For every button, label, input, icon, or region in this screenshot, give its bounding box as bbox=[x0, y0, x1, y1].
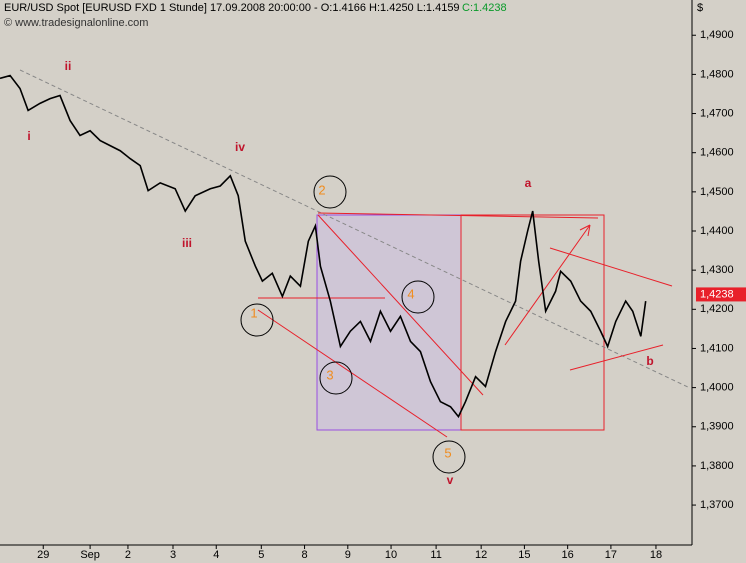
y-tick-label: 1,4800 bbox=[700, 68, 734, 80]
circle bbox=[401, 280, 435, 314]
price-line bbox=[0, 74, 647, 419]
x-tick-label: 3 bbox=[170, 549, 176, 561]
circle bbox=[319, 361, 353, 395]
y-tick-label: 1,4600 bbox=[700, 147, 734, 159]
arrow-head bbox=[579, 224, 591, 237]
y-tick-label: 1,3700 bbox=[700, 499, 734, 511]
line bbox=[317, 214, 484, 396]
circle bbox=[313, 175, 347, 209]
x-tick-label: 8 bbox=[301, 549, 307, 561]
close-text: C:1.4238 bbox=[462, 2, 507, 14]
y-tick-label: 1,4000 bbox=[700, 382, 734, 394]
count-label: 1 bbox=[250, 305, 257, 320]
trend-line bbox=[19, 69, 691, 389]
y-tick-label: 1,4200 bbox=[700, 303, 734, 315]
x-tick-label: 18 bbox=[650, 549, 662, 561]
y-tick-label: 1,4900 bbox=[700, 29, 734, 41]
header: EUR/USD Spot [EURUSD FXD 1 Stunde] 17.09… bbox=[4, 2, 460, 14]
x-tick-label: 10 bbox=[385, 549, 397, 561]
arrow-line bbox=[504, 224, 591, 346]
count-label: 5 bbox=[444, 445, 451, 460]
y-tick-label: 1,4300 bbox=[700, 264, 734, 276]
count-label: 2 bbox=[318, 182, 325, 197]
x-tick-label: 5 bbox=[258, 549, 264, 561]
y-tick-label: 1,3800 bbox=[700, 460, 734, 472]
x-tick-label: 9 bbox=[345, 549, 351, 561]
current-price-label: 1,4238 bbox=[700, 288, 734, 300]
y-tick-label: 1,4400 bbox=[700, 225, 734, 237]
count-label: 3 bbox=[326, 367, 333, 382]
currency: $ bbox=[697, 2, 703, 14]
wave-label: b bbox=[646, 354, 653, 368]
watermark: © www.tradesignalonline.com bbox=[4, 17, 148, 29]
y-tick-label: 1,4500 bbox=[700, 186, 734, 198]
circle bbox=[240, 303, 274, 337]
wave-label: v bbox=[447, 473, 454, 487]
x-tick-label: Sep bbox=[80, 549, 100, 561]
x-tick-label: 11 bbox=[430, 549, 441, 561]
y-tick-label: 1,4700 bbox=[700, 107, 734, 119]
wave-label: iii bbox=[182, 236, 192, 250]
x-tick-label: 16 bbox=[562, 549, 574, 561]
line bbox=[549, 247, 673, 287]
wave-label: ii bbox=[65, 59, 72, 73]
wave-label: iv bbox=[235, 140, 245, 154]
wave-label: a bbox=[525, 176, 532, 190]
wave-label: i bbox=[27, 129, 30, 143]
x-tick-label: 17 bbox=[605, 549, 617, 561]
current-price-box bbox=[696, 287, 746, 302]
line bbox=[257, 309, 448, 438]
y-tick-label: 1,4100 bbox=[700, 342, 734, 354]
x-tick-label: 12 bbox=[475, 549, 487, 561]
x-tick-label: 15 bbox=[518, 549, 530, 561]
line bbox=[317, 212, 599, 219]
count-label: 4 bbox=[407, 286, 414, 301]
x-tick-label: 4 bbox=[213, 549, 219, 561]
y-tick-label: 1,3900 bbox=[700, 421, 734, 433]
x-tick-label: 2 bbox=[125, 549, 131, 561]
circle bbox=[432, 440, 466, 474]
x-tick-label: 29 bbox=[37, 549, 49, 561]
line bbox=[569, 344, 664, 371]
